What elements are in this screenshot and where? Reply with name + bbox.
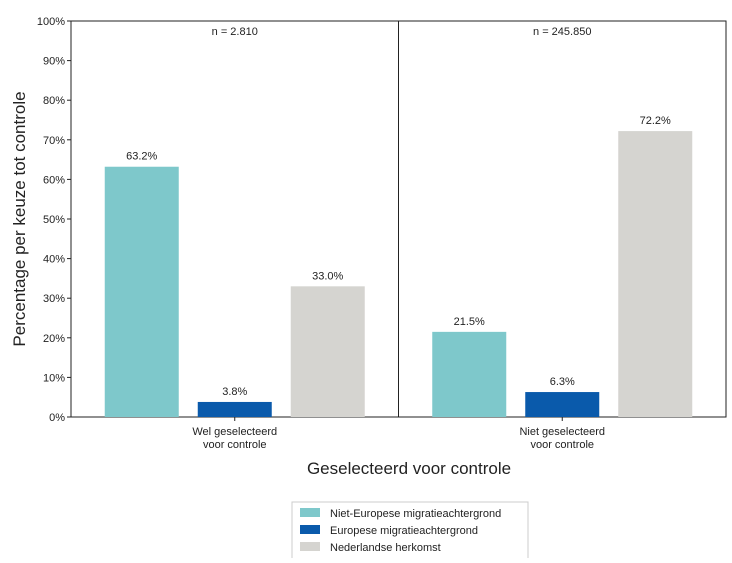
x-category-label-line2: voor controle [530,439,594,451]
bars-layer [104,131,693,417]
y-tick-label: 90% [43,56,65,68]
x-category-label-line1: Niet geselecteerd [519,426,605,438]
bar-value-label: 3.8% [222,386,247,398]
legend-swatch [300,525,320,534]
legend-swatch [300,542,320,551]
y-tick-label: 50% [43,214,65,226]
bar-value-label: 72.2% [640,115,671,127]
y-tick-label: 0% [49,412,65,424]
axes-layer: 0% 10% 20% 30% 40% 50% 60% 70% 80% 90% 100% Percent… [10,16,727,478]
legend-label: Europese migratieachtergrond [330,525,478,537]
y-tick-label: 20% [43,333,65,345]
legend: Niet-Europese migratieachtergrond Europes… [291,501,529,563]
bar [197,401,272,417]
y-axis-title: Percentage per keuze tot controle [10,91,29,346]
n-count-label: n = 2.810 [212,26,258,38]
legend-label: Nederlandse herkomst [330,542,441,554]
legend-label: Niet-Europese migratieachtergrond [330,508,501,520]
y-tick-label: 60% [43,174,65,186]
n-count-label: n = 245.850 [533,26,591,38]
bar [618,131,693,417]
bar-value-label: 21.5% [454,316,485,328]
y-tick-label: 40% [43,254,65,266]
y-tick-label: 100% [37,16,65,28]
bar [104,166,179,417]
y-tick-label: 80% [43,95,65,107]
legend-box [291,501,529,563]
y-tick-label: 70% [43,135,65,147]
y-tick-label: 30% [43,293,65,305]
bar-value-label: 6.3% [550,376,575,388]
bar [432,331,507,417]
legend-swatch [300,508,320,517]
x-category-label-line2: voor controle [203,439,267,451]
x-axis-title: Geselecteerd voor controle [307,459,511,478]
y-tick-label: 10% [43,372,65,384]
bar [290,286,365,417]
bar [525,392,600,417]
x-category-label-line1: Wel geselecteerd [192,426,277,438]
bar-value-label: 33.0% [312,270,343,282]
bar-value-label: 63.2% [126,151,157,163]
labels-layer: n = 2.810 63.2% 3.8% 33.0% n = 245.850 21.5% 6… [126,26,671,398]
